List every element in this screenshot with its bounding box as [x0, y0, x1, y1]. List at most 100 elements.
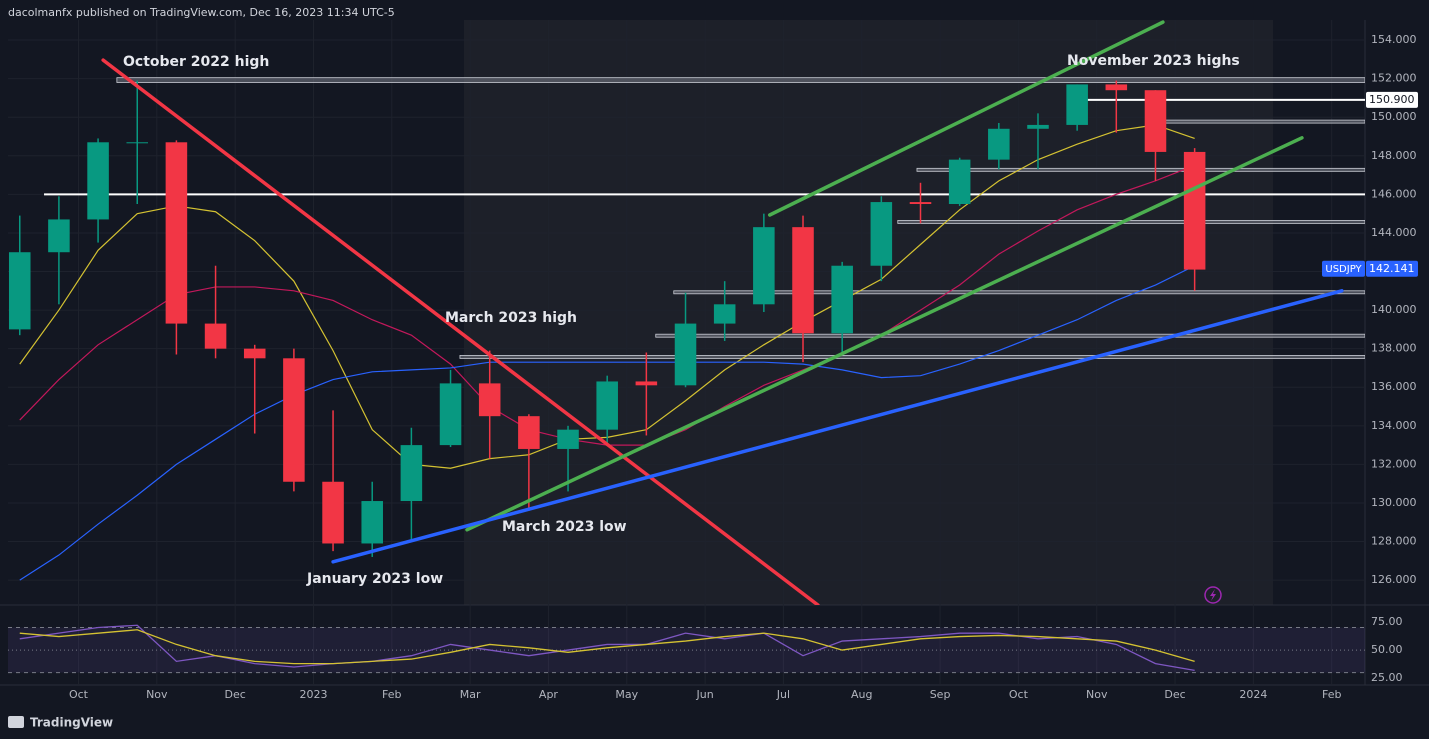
y-tick-label: 126.000 [1371, 573, 1417, 586]
trendline [331, 289, 1344, 564]
candle-body [1066, 84, 1088, 125]
footer-logo[interactable]: TradingView [8, 716, 113, 730]
candle-body [322, 481, 344, 544]
logo-mark[interactable] [8, 716, 24, 728]
x-tick-label: 2023 [299, 688, 327, 701]
trendline [767, 20, 1165, 217]
alert-icon-ring[interactable] [1204, 586, 1222, 604]
moving-average [19, 265, 1195, 581]
candle-body [478, 383, 501, 417]
footer-brand[interactable]: TradingView [30, 716, 113, 730]
y-tick-label: 136.000 [1371, 380, 1417, 393]
level-tag [1366, 91, 1418, 108]
x-tick-label: Feb [1322, 688, 1341, 701]
candle-body [204, 323, 227, 349]
candle-body [1105, 84, 1128, 91]
x-tick-label: Feb [382, 688, 401, 701]
y-tick-label: 146.000 [1371, 187, 1417, 200]
candle-body [243, 348, 266, 359]
candle-body [283, 358, 305, 482]
rsi-band [8, 627, 1365, 673]
x-tick-label: Dec [1164, 688, 1185, 701]
level-zone [459, 355, 1365, 359]
candle-body [1144, 90, 1167, 152]
annotation: October 2022 high [123, 54, 269, 70]
trendline [465, 136, 1304, 532]
y-tick-label: 128.000 [1371, 535, 1417, 548]
candle-body [439, 383, 462, 446]
candle-body [557, 429, 579, 449]
candle-body [596, 381, 618, 430]
price-tag [1366, 260, 1418, 277]
x-tick-label: Nov [1086, 688, 1108, 701]
symbol-tag-label: USDJPY [1325, 264, 1362, 275]
y-tick-label: 140.000 [1371, 303, 1417, 316]
candle-body [948, 159, 971, 205]
candle-body [400, 445, 423, 502]
y-tick-label: 75.00 [1371, 615, 1403, 628]
level-zone [116, 77, 1365, 83]
level-zone [655, 333, 1365, 338]
y-tick-label: 132.000 [1371, 457, 1417, 470]
candle-body [831, 265, 853, 334]
y-tick-label: 152.000 [1371, 72, 1417, 85]
x-tick-label: Oct [1009, 688, 1029, 701]
main-pane [8, 20, 1365, 605]
x-tick-label: Mar [460, 688, 481, 701]
x-tick-label: Oct [69, 688, 89, 701]
x-tick-label: Apr [539, 688, 559, 701]
candle-body [988, 128, 1010, 160]
candle-body [1027, 124, 1049, 129]
candle-body [48, 219, 70, 253]
y-tick-label: 144.000 [1371, 226, 1417, 239]
candle-body [753, 227, 775, 305]
y-tick-label: 50.00 [1371, 643, 1403, 656]
alert-icon-bolt[interactable] [1210, 589, 1216, 601]
y-tick-label: 134.000 [1371, 419, 1417, 432]
x-tick-label: Jun [696, 688, 714, 701]
candle-body [909, 202, 932, 205]
y-tick-label: 154.000 [1371, 33, 1417, 46]
candle-body [87, 142, 109, 220]
rsi-pane [8, 624, 1365, 674]
x-tick-label: Aug [851, 688, 872, 701]
level-zone [1147, 119, 1365, 124]
header: dacolmanfx published on TradingView.com,… [8, 6, 395, 19]
candle-body [1183, 151, 1206, 270]
x-tick-label: Jul [776, 688, 790, 701]
candle-body [518, 416, 540, 449]
annotation: November 2023 highs [1067, 53, 1240, 69]
annotation: March 2023 low [502, 519, 627, 535]
alert-icon[interactable] [1204, 586, 1222, 604]
level-tag-label: 150.900 [1369, 93, 1415, 106]
level-zone [916, 167, 1365, 172]
x-tick-label: 2024 [1239, 688, 1267, 701]
price-tag-label: 142.141 [1369, 262, 1415, 275]
level-zone [673, 290, 1365, 295]
candle-body [674, 323, 697, 386]
y-tick-label: 138.000 [1371, 342, 1417, 355]
candle-body [792, 227, 814, 334]
y-tick-label: 148.000 [1371, 149, 1417, 162]
trendline [101, 58, 820, 605]
candle-body [8, 252, 31, 330]
candle-body [870, 202, 893, 266]
annotation: January 2023 low [306, 571, 443, 587]
annotation: March 2023 high [445, 310, 577, 326]
x-tick-label: Nov [146, 688, 168, 701]
x-tick-label: Dec [224, 688, 245, 701]
x-tick-label: Sep [930, 688, 951, 701]
axis-layer: 126.000 128.000 130.000 132.000 134.000 136.0… [69, 33, 1418, 701]
candle-body [713, 304, 736, 324]
y-tick-label: 150.000 [1371, 110, 1417, 123]
candle-body [126, 142, 149, 144]
candle-body [361, 501, 383, 544]
candle-body [635, 381, 658, 386]
rsi-line [19, 629, 1195, 665]
symbol-tag [1322, 260, 1365, 277]
level-zone [897, 220, 1365, 224]
y-tick-label: 25.00 [1371, 671, 1403, 684]
x-tick-label: May [615, 688, 638, 701]
